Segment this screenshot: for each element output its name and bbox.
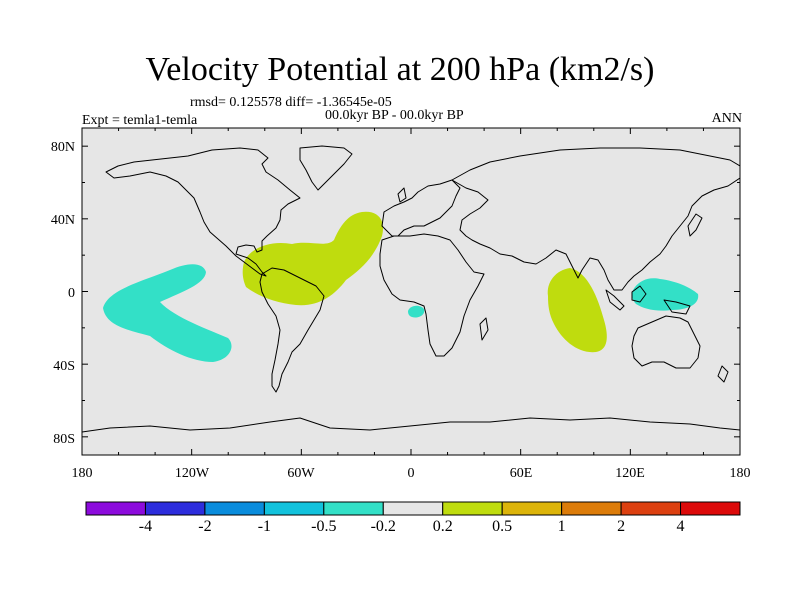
stats-line: rmsd= 0.125578 diff= -1.36545e-05 (190, 95, 392, 110)
colorbar-label: 0.2 (432, 518, 453, 535)
colorbar-swatch (144, 501, 206, 516)
greenland-coast (299, 145, 353, 191)
anomaly-gulf-of-guinea (408, 305, 425, 318)
new-zealand-coast (717, 365, 729, 383)
axis-ticks (81, 128, 741, 455)
map-title: Velocity Potential at 200 hPa (km2/s) (145, 51, 655, 88)
ocean-background (82, 128, 740, 455)
north-america-coast (105, 147, 301, 277)
x-label-180w: 180 (71, 466, 93, 481)
colorbar-label: 0.5 (492, 518, 513, 535)
x-label-0: 0 (407, 466, 415, 481)
colorbar-swatch (204, 501, 265, 516)
colorbar-swatch (323, 501, 384, 516)
colorbar-swatch (501, 501, 563, 516)
australia-coast (631, 315, 701, 369)
anomaly-eastern-pacific (103, 264, 232, 362)
japan-coast (687, 213, 703, 237)
colorbar-label: -0.5 (311, 518, 337, 535)
africa-coast (379, 233, 485, 357)
asia-coast (451, 147, 740, 291)
coastlines (82, 145, 740, 433)
south-america-coast (259, 267, 325, 393)
colorbar-label: -4 (138, 518, 153, 535)
anomaly-atlantic (242, 211, 384, 306)
y-label-40s: 40S (53, 359, 75, 374)
y-label-40n: 40N (50, 213, 75, 228)
colorbar-label: -1 (257, 518, 272, 535)
y-label-80s: 80S (53, 432, 75, 447)
colorbar-swatch (382, 501, 444, 516)
y-label-80n: 80N (50, 140, 75, 155)
colorbar-label: 2 (617, 518, 626, 535)
colorbar-label: 1 (557, 518, 566, 535)
colorbar-swatch (620, 501, 682, 516)
borneo-coast (631, 285, 647, 303)
x-label-120w: 120W (174, 466, 210, 481)
colorbar-label: -0.2 (370, 518, 396, 535)
colorbar-swatch (561, 501, 622, 516)
colorbar-swatch (442, 501, 503, 516)
experiment-line: Expt = temla1-temla (82, 113, 198, 128)
colorbar-label: 4 (676, 518, 685, 535)
new-guinea-coast (663, 299, 691, 315)
colorbar-label: -2 (198, 518, 212, 535)
sumatra-coast (605, 289, 625, 311)
x-label-60e: 60E (509, 466, 533, 481)
anomaly-maritime-continent (632, 278, 699, 311)
anomaly-indian-ocean (547, 268, 607, 353)
season-label: ANN (711, 111, 742, 126)
colorbar-swatch (85, 501, 146, 516)
british-isles-coast (397, 187, 407, 203)
colorbar-swatch (680, 501, 741, 516)
period-line: 00.0kyr BP - 00.0kyr BP (325, 108, 464, 123)
x-label-120e: 120E (615, 466, 645, 481)
x-label-180e: 180 (729, 466, 751, 481)
madagascar-coast (479, 317, 489, 341)
antarctica-coast (82, 417, 740, 433)
x-label-60w: 60W (287, 466, 315, 481)
colorbar-swatch (263, 501, 325, 516)
y-label-eq: 0 (68, 286, 75, 301)
europe-coast (381, 179, 461, 237)
colorbar (85, 501, 741, 516)
